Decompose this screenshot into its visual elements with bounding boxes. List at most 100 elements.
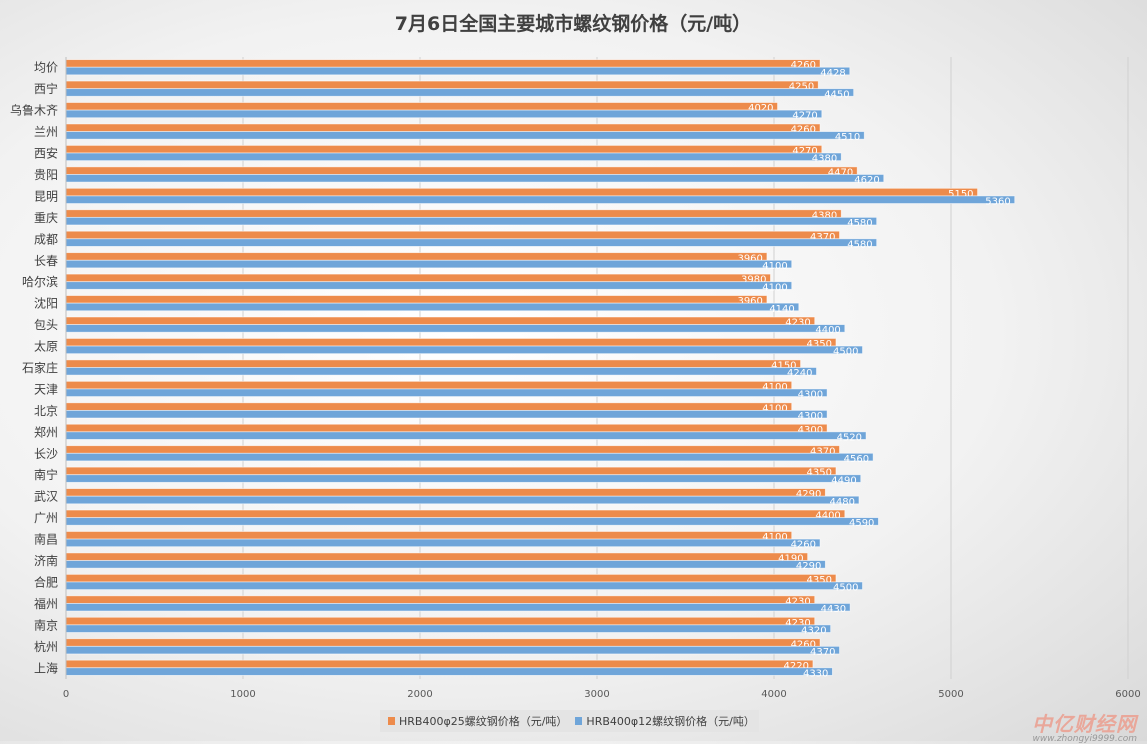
x-tick-label: 3000 <box>584 689 609 700</box>
x-tick-label: 4000 <box>761 689 786 700</box>
y-category-label: 北京 <box>34 404 58 418</box>
bar-phi25 <box>65 230 840 240</box>
bar-phi12 <box>65 645 840 655</box>
bar-phi25 <box>65 638 821 647</box>
bar-phi25 <box>65 316 816 326</box>
y-category-label: 南京 <box>34 617 58 632</box>
data-label: 4140 <box>769 304 794 315</box>
data-label: 4350 <box>806 468 831 479</box>
y-category-label: 济南 <box>34 553 58 568</box>
data-label: 4350 <box>806 339 831 350</box>
bar-phi12 <box>65 667 833 676</box>
y-category-label: 广州 <box>34 511 58 525</box>
bar-phi25 <box>65 616 816 626</box>
data-label: 4428 <box>820 68 845 79</box>
bar-phi12 <box>65 581 863 590</box>
bar-phi12 <box>65 195 1016 204</box>
x-tick-label: 1000 <box>230 689 255 700</box>
data-label: 4290 <box>796 489 821 500</box>
data-label: 4580 <box>847 218 872 229</box>
data-label: 4490 <box>831 475 856 486</box>
bar-phi12 <box>65 152 842 162</box>
data-label: 4190 <box>778 554 803 565</box>
bar-phi25 <box>65 380 793 390</box>
legend-swatch-phi25 <box>388 717 395 725</box>
y-category-label: 杭州 <box>34 639 58 654</box>
bar-phi12 <box>65 624 832 633</box>
legend: HRB400φ25螺纹钢价格（元/吨） HRB400φ12螺纹钢价格（元/吨） <box>380 710 759 732</box>
legend-label-phi12: HRB400φ12螺纹钢价格（元/吨） <box>586 715 755 728</box>
y-category-label: 福州 <box>34 596 58 611</box>
data-label: 4300 <box>798 411 823 422</box>
bar-phi25 <box>65 402 793 411</box>
data-label: 4270 <box>792 111 817 122</box>
bar-phi25 <box>65 595 816 604</box>
bar-phi25 <box>65 59 821 68</box>
y-category-label: 昆明 <box>34 189 58 203</box>
y-category-label: 包头 <box>34 318 58 332</box>
data-label: 5150 <box>948 189 973 200</box>
bar-phi12 <box>65 452 874 462</box>
y-category-label: 西安 <box>34 146 58 161</box>
data-label: 4470 <box>828 167 853 178</box>
data-label: 4230 <box>785 618 810 629</box>
bar-phi12 <box>65 259 793 269</box>
bar-phi25 <box>65 273 771 283</box>
bar-phi12 <box>65 409 828 419</box>
data-label: 4520 <box>837 432 862 443</box>
data-label: 4350 <box>806 575 831 586</box>
y-category-label: 合肥 <box>34 574 58 589</box>
bar-phi12 <box>65 474 862 483</box>
y-category-label: 沈阳 <box>34 296 58 311</box>
bar-phi25 <box>65 80 819 90</box>
chart-title: 7月6日全国主要城市螺纹钢价格（元/吨） <box>395 12 751 35</box>
data-label: 4430 <box>821 604 846 615</box>
y-category-label: 兰州 <box>34 125 58 139</box>
data-label: 4590 <box>849 518 874 529</box>
bar-phi25 <box>65 445 840 454</box>
data-label: 4220 <box>783 661 808 672</box>
bar-phi12 <box>65 324 846 333</box>
data-label: 4620 <box>854 175 879 186</box>
y-category-label: 成都 <box>34 232 58 246</box>
bar-phi12 <box>65 216 878 226</box>
data-label: 4100 <box>762 261 787 272</box>
bar-phi12 <box>65 88 855 97</box>
bar-phi12 <box>65 388 828 397</box>
data-label: 4380 <box>812 210 837 221</box>
bar-phi25 <box>65 209 842 218</box>
data-label: 4450 <box>824 89 849 100</box>
data-label: 4250 <box>789 82 814 93</box>
data-label: 4300 <box>798 425 823 436</box>
data-label: 4020 <box>748 103 773 114</box>
legend-swatch-phi12 <box>575 717 583 725</box>
data-label: 3960 <box>737 296 762 307</box>
data-label: 4260 <box>791 540 816 551</box>
data-label: 4500 <box>833 347 858 358</box>
bar-phi12 <box>65 517 879 526</box>
data-label: 4580 <box>847 239 872 250</box>
data-label: 4400 <box>815 511 840 522</box>
x-tick-label: 5000 <box>938 689 963 700</box>
data-label: 4560 <box>844 454 869 465</box>
data-label: 4330 <box>803 668 828 679</box>
y-category-label: 武汉 <box>34 490 58 504</box>
bar-phi12 <box>65 66 851 76</box>
data-label: 4300 <box>798 390 823 401</box>
data-label: 4480 <box>830 497 855 508</box>
bar-phi12 <box>65 345 863 355</box>
bar-phi25 <box>65 466 837 476</box>
data-label: 4320 <box>801 625 826 636</box>
y-category-label: 贵阳 <box>34 168 58 182</box>
bar-phi25 <box>65 573 837 583</box>
x-tick-label: 6000 <box>1115 689 1140 700</box>
bar-phi25 <box>65 359 801 368</box>
bar-phi25 <box>65 102 778 111</box>
bar-phi12 <box>65 109 823 119</box>
bar-phi12 <box>65 538 821 548</box>
bar-phi25 <box>65 488 826 497</box>
data-label: 4260 <box>791 639 816 650</box>
watermark: 中亿财经网 www.zhongyi9999.com <box>1032 708 1137 744</box>
bar-phi25 <box>65 552 809 561</box>
data-label: 4100 <box>762 403 787 414</box>
